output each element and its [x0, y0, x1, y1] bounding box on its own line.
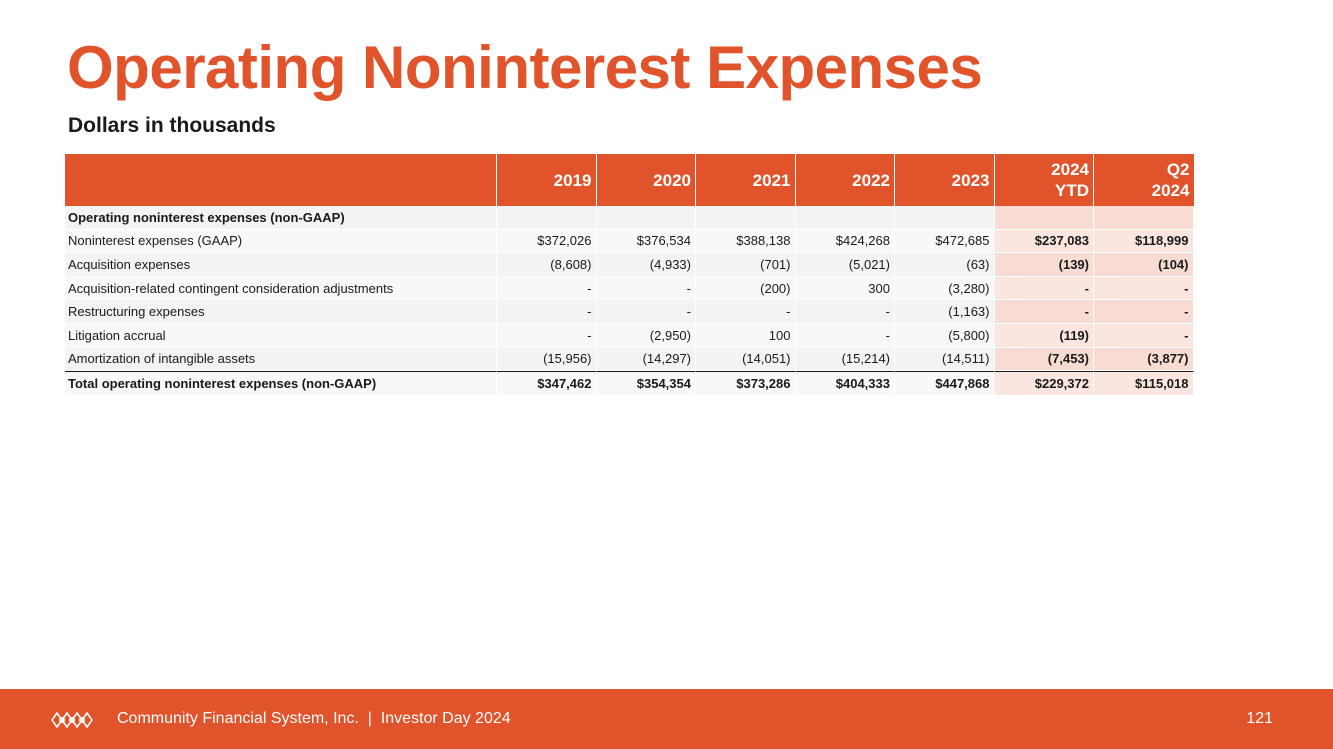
value-cell: $354,354 — [596, 371, 696, 396]
value-cell: - — [1094, 276, 1194, 301]
column-header-2021: 2021 — [696, 154, 796, 206]
value-cell — [696, 206, 796, 230]
value-cell: $347,462 — [497, 371, 597, 396]
table-row: Litigation accrual - (2,950) 100- (5,800) (11… — [65, 323, 1194, 348]
value-cell: (8,608) — [497, 253, 597, 277]
row-label: Total operating noninterest expenses (no… — [65, 371, 497, 396]
value-cell: - — [696, 300, 796, 324]
value-cell: - — [497, 300, 597, 324]
value-cell: 100 — [696, 323, 796, 348]
row-label: Acquisition expenses — [65, 253, 497, 277]
value-cell: (7,453) — [994, 347, 1094, 372]
value-cell: $388,138 — [696, 229, 796, 254]
value-cell: (2,950) — [596, 323, 696, 348]
value-cell: (14,511) — [895, 347, 995, 372]
value-cell: $229,372 — [994, 371, 1094, 396]
value-cell: (5,021) — [795, 253, 895, 277]
value-cell: - — [1094, 300, 1194, 324]
table-header-row: 2019 2020 2021 2022 2023 2024 YTD Q2 202… — [65, 154, 1194, 206]
value-cell: - — [795, 323, 895, 348]
row-label: Operating noninterest expenses (non-GAAP… — [65, 206, 497, 230]
value-cell — [795, 206, 895, 230]
value-cell: (5,800) — [895, 323, 995, 348]
value-cell: - — [497, 276, 597, 301]
column-header-q2-2024: Q2 2024 — [1094, 154, 1194, 206]
value-cell: $373,286 — [696, 371, 796, 396]
row-label: Noninterest expenses (GAAP) — [65, 229, 497, 254]
value-cell: (1,163) — [895, 300, 995, 324]
table-row: Noninterest expenses (GAAP) $372,026 $376,… — [65, 229, 1194, 254]
page-subtitle: Dollars in thousands — [68, 114, 276, 137]
footer-company-text: Community Financial System, Inc. | Inves… — [117, 710, 511, 727]
value-cell: (63) — [895, 253, 995, 277]
value-cell: - — [994, 300, 1094, 324]
row-label: Amortization of intangible assets — [65, 347, 497, 372]
table-row: Amortization of intangible assets (15,956… — [65, 347, 1194, 372]
value-cell: (104) — [1094, 253, 1194, 277]
page-title: Operating Noninterest Expenses — [67, 34, 983, 101]
value-cell: $372,026 — [497, 229, 597, 254]
table-row: Acquisition-related contingent considera… — [65, 276, 1194, 301]
column-header-2019: 2019 — [497, 154, 597, 206]
value-cell: (14,051) — [696, 347, 796, 372]
value-cell: $404,333 — [795, 371, 895, 396]
value-cell: $237,083 — [994, 229, 1094, 254]
table-row: Restructuring expenses - - - - (1,163) - - — [65, 300, 1194, 324]
row-label: Restructuring expenses — [65, 300, 497, 324]
value-cell: (4,933) — [596, 253, 696, 277]
column-header-2022: 2022 — [795, 154, 895, 206]
value-cell: $447,868 — [895, 371, 995, 396]
cfsi-knot-logo-icon — [51, 711, 93, 729]
column-header-2023: 2023 — [895, 154, 995, 206]
value-cell: (15,214) — [795, 347, 895, 372]
expenses-table: 2019 2020 2021 2022 2023 2024 YTD Q2 202… — [65, 154, 1194, 396]
table-row: Acquisition expenses (8,608) (4,933) (701)(… — [65, 253, 1194, 277]
header-label-cell — [65, 154, 497, 206]
value-cell: (200) — [696, 276, 796, 301]
value-cell: (14,297) — [596, 347, 696, 372]
value-cell — [1094, 206, 1194, 230]
value-cell: 300 — [795, 276, 895, 301]
table-total-row: Total operating noninterest expenses (no… — [65, 371, 1194, 396]
row-label: Litigation accrual — [65, 323, 497, 348]
value-cell: - — [596, 300, 696, 324]
row-label: Acquisition-related contingent considera… — [65, 276, 497, 301]
table-section-row: Operating noninterest expenses (non-GAAP… — [65, 206, 1194, 230]
footer-bar: Community Financial System, Inc. | Inves… — [0, 689, 1333, 749]
value-cell: - — [1094, 323, 1194, 348]
value-cell: (119) — [994, 323, 1094, 348]
value-cell — [994, 206, 1094, 230]
value-cell: - — [994, 276, 1094, 301]
value-cell: (15,956) — [497, 347, 597, 372]
value-cell — [596, 206, 696, 230]
value-cell: - — [596, 276, 696, 301]
value-cell: (3,877) — [1094, 347, 1194, 372]
value-cell — [895, 206, 995, 230]
value-cell: $115,018 — [1094, 371, 1194, 396]
value-cell: $424,268 — [795, 229, 895, 254]
page-number: 121 — [1246, 710, 1273, 727]
column-header-2024-ytd: 2024 YTD — [994, 154, 1094, 206]
value-cell: $472,685 — [895, 229, 995, 254]
value-cell: $118,999 — [1094, 229, 1194, 254]
value-cell — [497, 206, 597, 230]
column-header-2020: 2020 — [596, 154, 696, 206]
value-cell: - — [795, 300, 895, 324]
value-cell: (3,280) — [895, 276, 995, 301]
value-cell: - — [497, 323, 597, 348]
value-cell: (701) — [696, 253, 796, 277]
value-cell: (139) — [994, 253, 1094, 277]
value-cell: $376,534 — [596, 229, 696, 254]
